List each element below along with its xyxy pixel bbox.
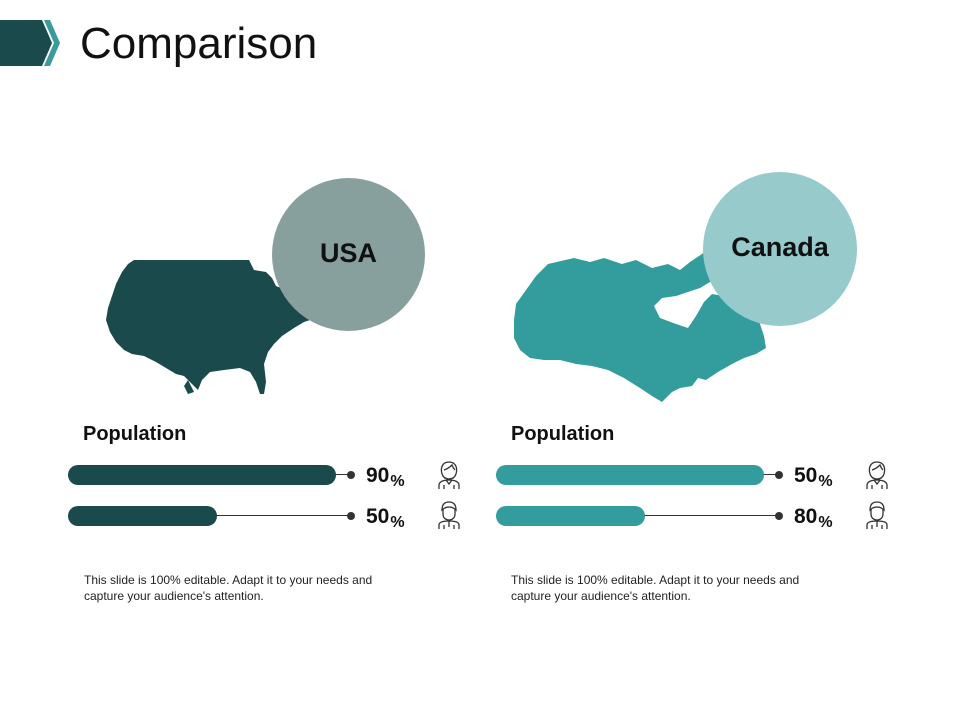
percent-value: 90	[366, 464, 390, 487]
percent-value: 80	[794, 505, 818, 528]
description-text-canada: This slide is 100% editable. Adapt it to…	[511, 573, 800, 603]
bar-fill	[68, 465, 336, 485]
population-percent: 50%	[794, 464, 833, 490]
population-bar-female-canada	[496, 464, 783, 486]
country-label: Canada	[731, 231, 829, 262]
percent-unit: %	[390, 514, 405, 531]
population-percent: 90%	[366, 464, 405, 490]
percent-unit: %	[818, 514, 833, 531]
bar-end-dot	[775, 512, 783, 520]
female-person-icon	[438, 461, 460, 489]
bar-end-dot	[775, 471, 783, 479]
country-circle-usa: USA	[272, 178, 425, 331]
population-percent: 80%	[794, 505, 833, 531]
population-heading-canada: Population	[511, 423, 615, 445]
population-heading-usa: Population	[83, 423, 187, 445]
description-text-usa: This slide is 100% editable. Adapt it to…	[84, 573, 373, 603]
title-chevron-icon	[0, 20, 60, 66]
bar-end-dot	[347, 471, 355, 479]
bar-end-dot	[347, 512, 355, 520]
bar-fill	[496, 465, 764, 485]
canada-map	[514, 246, 766, 402]
population-percent: 50%	[366, 505, 405, 531]
percent-unit: %	[818, 473, 833, 490]
bar-fill	[68, 506, 217, 526]
country-label: USA	[319, 238, 377, 268]
population-bar-male-canada	[496, 505, 783, 527]
percent-value: 50	[366, 505, 390, 528]
percent-unit: %	[390, 473, 405, 490]
male-person-icon	[866, 501, 888, 529]
population-bar-female-usa	[68, 464, 355, 486]
percent-value: 50	[794, 464, 818, 487]
page-title: Comparison	[80, 19, 318, 68]
female-person-icon	[866, 461, 888, 489]
male-person-icon	[438, 501, 460, 529]
population-bar-male-usa	[68, 505, 355, 527]
bar-fill	[496, 506, 645, 526]
country-circle-canada: Canada	[703, 172, 857, 326]
